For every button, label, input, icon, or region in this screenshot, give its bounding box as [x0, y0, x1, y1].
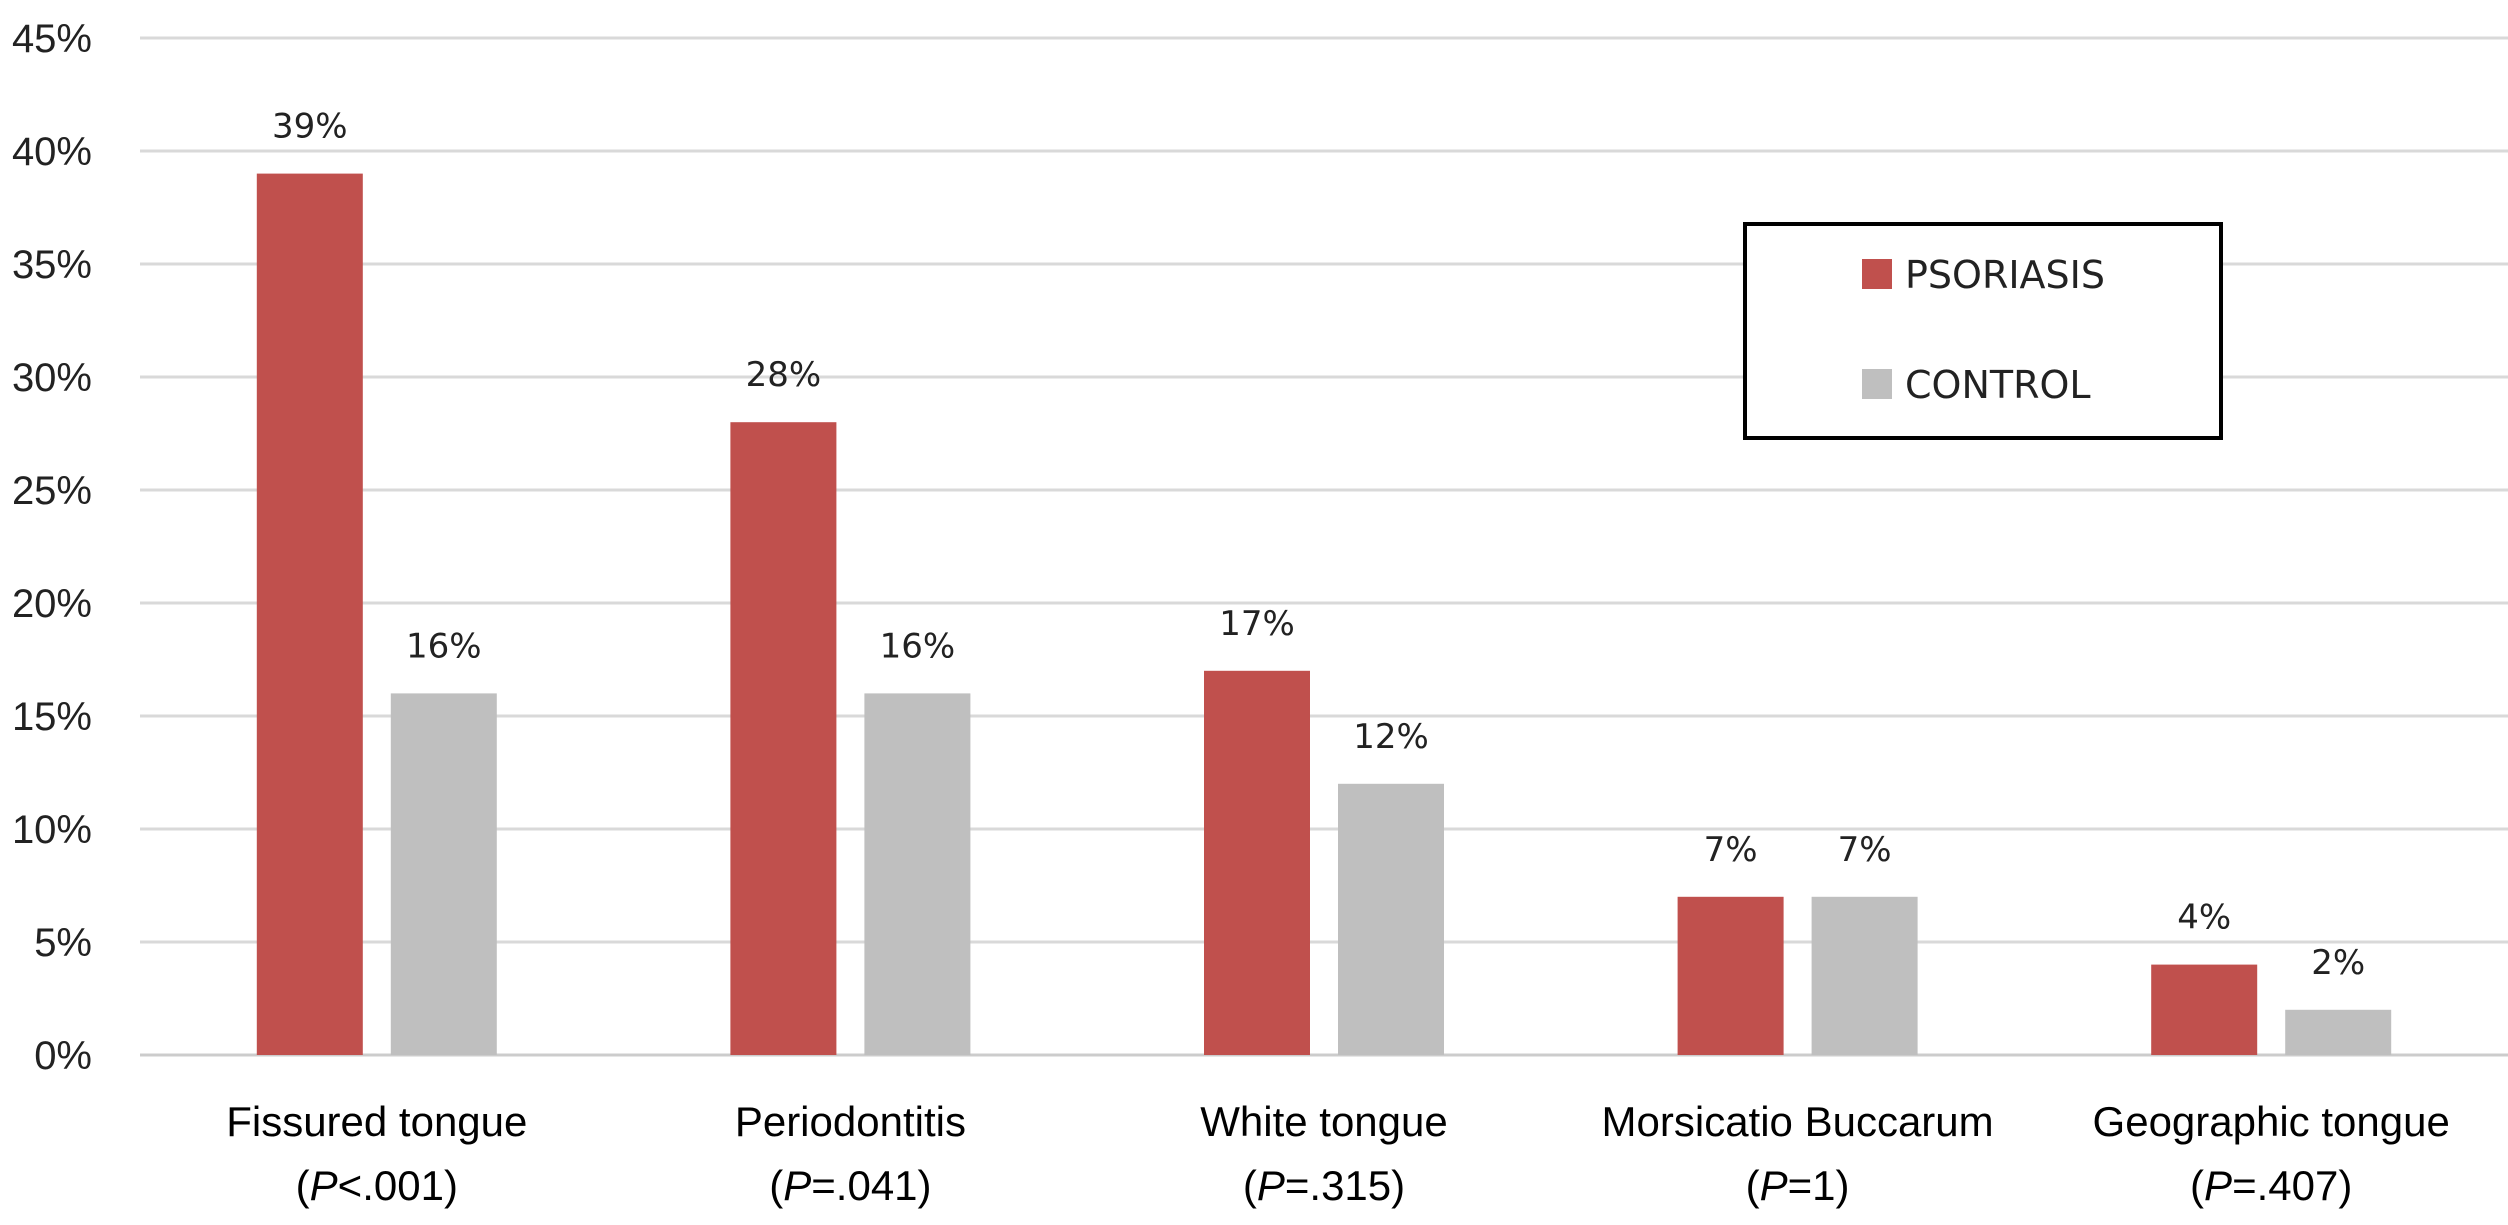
- legend: PSORIASIS CONTROL: [1743, 222, 2223, 440]
- bars: [256, 173, 2392, 1056]
- category-label: Fissured tongue: [226, 1098, 527, 1145]
- y-tick-label: 25%: [12, 469, 92, 513]
- bar-control: [1811, 896, 1918, 1055]
- gridlines: [140, 36, 2508, 1057]
- bar-psoriasis: [256, 173, 363, 1056]
- y-tick-label: 35%: [12, 243, 92, 287]
- y-tick-label: 45%: [12, 17, 92, 61]
- category-label: Geographic tongue: [2093, 1098, 2450, 1145]
- y-tick-label: 30%: [12, 356, 92, 400]
- category-p-value: (P=.407): [2190, 1162, 2352, 1209]
- legend-label-psoriasis: PSORIASIS: [1905, 253, 2105, 297]
- data-label: 4%: [2177, 898, 2231, 938]
- y-axis-ticks: 0% 5% 10% 15% 20% 25% 30% 35% 40% 45%: [12, 17, 92, 1078]
- x-axis-categories: Fissured tongue (P<.001) Periodontitis (P=.…: [226, 1098, 2450, 1209]
- data-label: 28%: [746, 355, 822, 395]
- bar-control: [390, 693, 497, 1055]
- bar-psoriasis: [2151, 964, 2258, 1055]
- category-label: Morsicatio Buccarum: [1602, 1098, 1994, 1145]
- data-label: 16%: [406, 626, 482, 666]
- category-p-value: (P=1): [1746, 1162, 1850, 1209]
- y-tick-label: 10%: [12, 808, 92, 852]
- y-tick-label: 5%: [34, 921, 92, 965]
- legend-label-control: CONTROL: [1905, 363, 2091, 407]
- data-label: 2%: [2311, 943, 2365, 983]
- legend-swatch-psoriasis: [1862, 259, 1892, 289]
- data-labels: 39% 16% 28% 16% 17% 12% 7% 7% 4% 2%: [272, 107, 2365, 983]
- y-tick-label: 40%: [12, 130, 92, 174]
- legend-swatch-control: [1862, 369, 1892, 399]
- bar-psoriasis: [1204, 670, 1310, 1055]
- y-tick-label: 0%: [34, 1034, 92, 1078]
- bar-psoriasis: [730, 422, 837, 1055]
- category-p-value: (P<.001): [296, 1162, 458, 1209]
- bar-control: [1338, 783, 1444, 1055]
- category-p-value: (P=.315): [1243, 1162, 1405, 1209]
- data-label: 16%: [880, 626, 956, 666]
- legend-box: [1743, 222, 2223, 440]
- bar-control: [864, 693, 971, 1055]
- category-label: White tongue: [1200, 1098, 1448, 1145]
- data-label: 17%: [1219, 604, 1295, 644]
- category-p-value: (P=.041): [769, 1162, 931, 1209]
- y-tick-label: 15%: [12, 695, 92, 739]
- data-label: 7%: [1704, 830, 1758, 870]
- category-label: Periodontitis: [735, 1098, 966, 1145]
- bar-psoriasis: [1677, 896, 1784, 1055]
- data-label: 39%: [272, 107, 348, 147]
- bar-control: [2285, 1009, 2392, 1055]
- y-tick-label: 20%: [12, 582, 92, 626]
- data-label: 12%: [1353, 717, 1429, 757]
- data-label: 7%: [1838, 830, 1892, 870]
